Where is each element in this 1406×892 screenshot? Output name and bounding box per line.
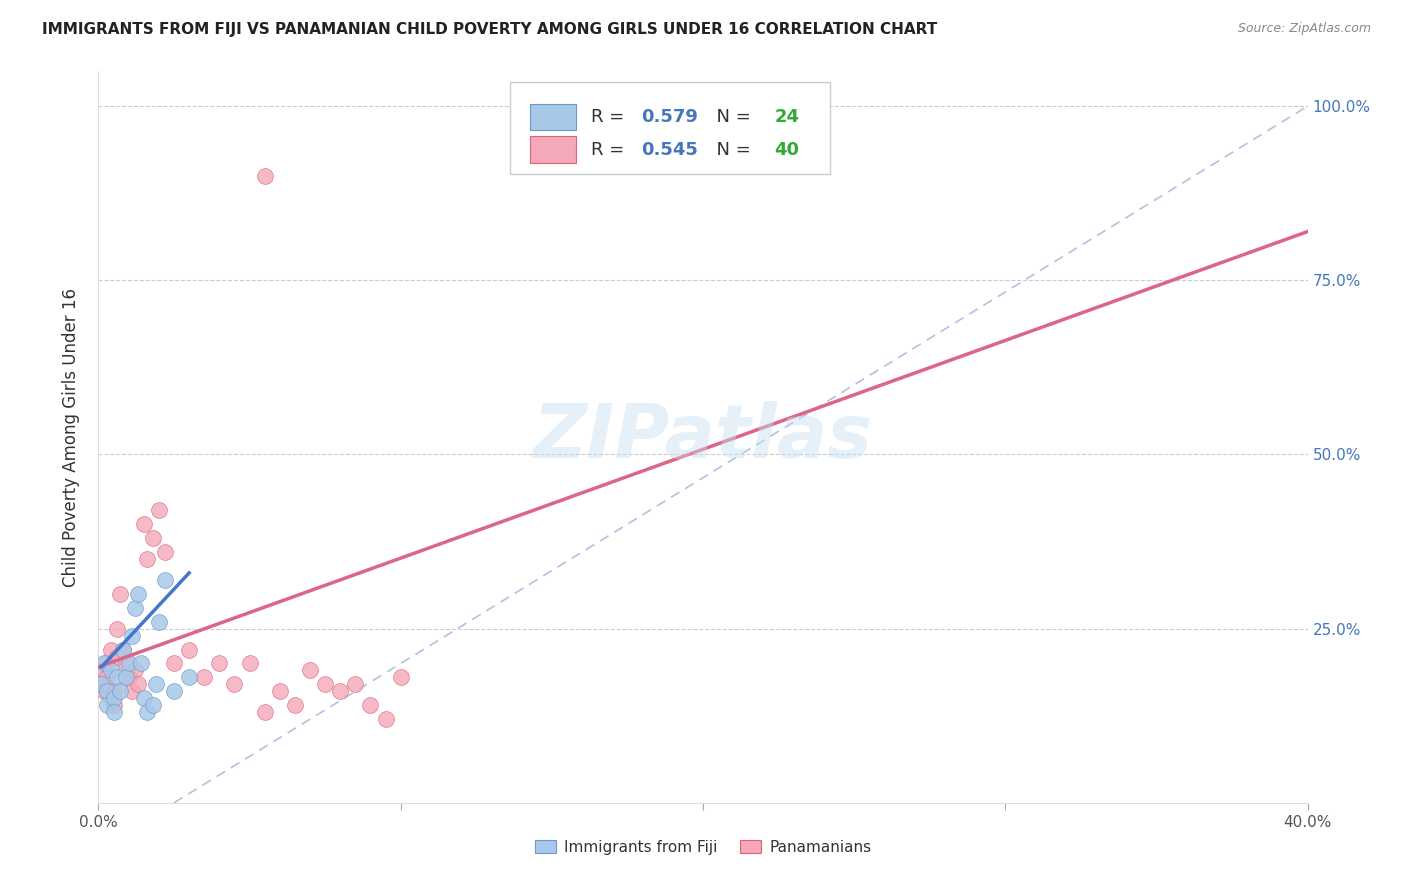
Point [253, 705, 276, 719]
Point [389, 670, 412, 684]
Point [105, 670, 128, 684]
Point [239, 657, 262, 671]
Text: 0.579: 0.579 [641, 108, 699, 126]
Point [118, 657, 141, 671]
Point [269, 684, 291, 698]
Point [193, 670, 215, 684]
Point [129, 657, 152, 671]
Point [96, 657, 118, 671]
Point [329, 684, 352, 698]
Text: 0.545: 0.545 [641, 141, 699, 159]
Text: R =: R = [591, 141, 630, 159]
FancyBboxPatch shape [530, 103, 576, 130]
Point [153, 573, 176, 587]
Point [121, 629, 143, 643]
Point [163, 657, 186, 671]
Text: IMMIGRANTS FROM FIJI VS PANAMANIAN CHILD POVERTY AMONG GIRLS UNDER 16 CORRELATIO: IMMIGRANTS FROM FIJI VS PANAMANIAN CHILD… [42, 22, 938, 37]
Y-axis label: Child Poverty Among Girls Under 16: Child Poverty Among Girls Under 16 [62, 287, 80, 587]
Text: N =: N = [706, 108, 756, 126]
Point [179, 642, 201, 657]
Point [93, 684, 115, 698]
Point [96, 684, 118, 698]
Point [100, 691, 122, 706]
Point [132, 517, 155, 532]
Point [148, 503, 170, 517]
Point [103, 698, 125, 713]
Point [360, 698, 382, 713]
Point [153, 545, 176, 559]
Text: Source: ZipAtlas.com: Source: ZipAtlas.com [1237, 22, 1371, 36]
Point [179, 670, 201, 684]
Point [90, 677, 112, 691]
Point [132, 691, 155, 706]
Point [108, 587, 131, 601]
Point [114, 657, 136, 671]
Point [93, 664, 115, 678]
Legend: Immigrants from Fiji, Panamanians: Immigrants from Fiji, Panamanians [529, 834, 877, 861]
Point [284, 698, 307, 713]
Point [121, 684, 143, 698]
Point [105, 649, 128, 664]
Point [344, 677, 367, 691]
Point [111, 642, 134, 657]
Point [145, 677, 167, 691]
Point [142, 531, 165, 545]
Point [148, 615, 170, 629]
Point [314, 677, 336, 691]
FancyBboxPatch shape [509, 82, 830, 174]
Point [118, 670, 141, 684]
Point [253, 169, 276, 183]
Point [111, 642, 134, 657]
Point [108, 684, 131, 698]
Point [124, 664, 146, 678]
Text: 40: 40 [775, 141, 800, 159]
Point [135, 705, 157, 719]
Point [224, 677, 246, 691]
Point [163, 684, 186, 698]
Point [100, 642, 122, 657]
Point [103, 705, 125, 719]
Text: ZIPatlas: ZIPatlas [533, 401, 873, 474]
Point [124, 600, 146, 615]
Point [103, 684, 125, 698]
Point [90, 677, 112, 691]
Point [93, 657, 115, 671]
Point [103, 691, 125, 706]
Text: 24: 24 [775, 108, 800, 126]
Point [100, 664, 122, 678]
Point [96, 670, 118, 684]
Text: N =: N = [706, 141, 756, 159]
Point [374, 712, 396, 726]
Point [135, 552, 157, 566]
Point [208, 657, 231, 671]
Point [114, 670, 136, 684]
Point [96, 698, 118, 713]
Point [127, 587, 149, 601]
Point [299, 664, 322, 678]
FancyBboxPatch shape [530, 136, 576, 163]
Point [105, 622, 128, 636]
Point [127, 677, 149, 691]
Text: R =: R = [591, 108, 630, 126]
Point [142, 698, 165, 713]
